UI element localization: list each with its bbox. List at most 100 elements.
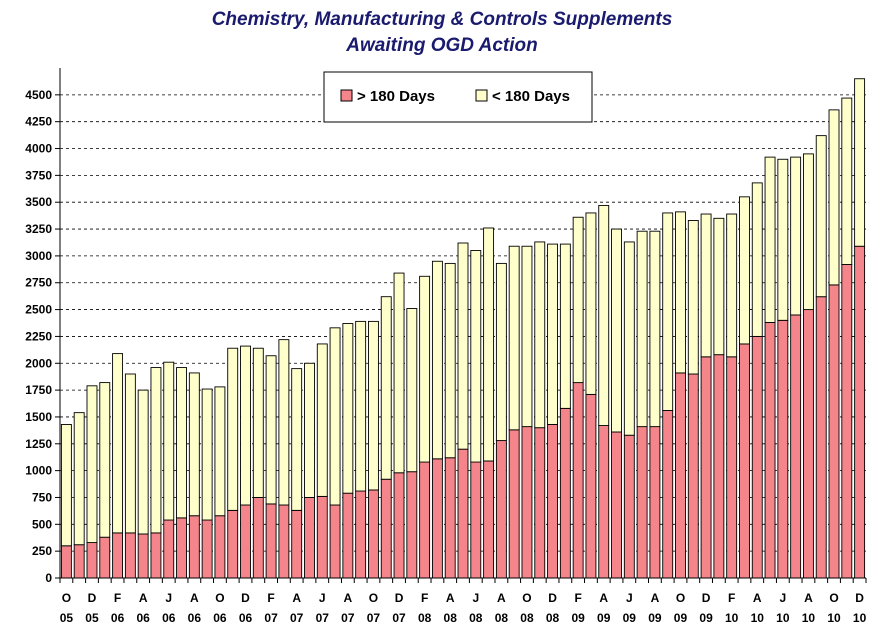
x-tick-month: D [241,591,250,605]
bar-over-180-days [124,532,136,579]
bar-over-180-days [470,461,482,579]
bar-under-180-days [739,196,750,345]
bar-over-180-days [802,309,814,579]
bar-under-180-days [815,135,827,298]
bar-over-180-days [495,440,507,579]
x-tick-month: J [779,591,786,605]
y-tick-label: 2750 [25,276,52,290]
bar-under-180-days [675,211,686,374]
bar-under-180-days [214,386,226,517]
bar-over-180-days [790,314,802,579]
bar-over-180-days [585,393,597,579]
bar-under-180-days [802,153,814,311]
x-tick-year: 09 [597,611,611,625]
bar-under-180-days [316,343,328,497]
y-tick-label: 4250 [25,115,52,129]
x-tick-month: A [190,591,199,605]
bar-over-180-days [380,478,392,579]
x-tick-year: 10 [802,611,816,625]
x-tick-month: A [139,591,148,605]
bar-under-180-days [444,262,456,459]
y-tick-label: 3250 [25,222,52,236]
y-tick-label: 0 [45,571,52,585]
x-tick-month: A [651,591,660,605]
bar-under-180-days [60,424,72,547]
legend-swatch-over-180 [340,89,353,102]
x-tick-year: 08 [469,611,483,625]
bar-under-180-days [419,275,431,463]
bar-under-180-days [790,156,802,316]
bar-under-180-days [304,362,315,498]
x-tick-year: 07 [316,611,330,625]
bar-over-180-days [431,458,443,579]
bar-over-180-days [99,536,111,579]
bar-under-180-days [457,242,469,450]
x-tick-year: 07 [290,611,304,625]
bar-under-180-days [431,260,443,460]
y-tick-label: 3000 [25,249,52,263]
legend-label-under-180: < 180 Days [492,88,570,105]
y-tick-label: 4500 [25,88,52,102]
bar-under-180-days [777,158,789,321]
bar-over-180-days [662,410,674,579]
legend: > 180 Days < 180 Days [323,71,593,123]
x-tick-year: 09 [623,611,637,625]
x-tick-year: 06 [162,611,176,625]
y-tick-label: 1750 [25,383,52,397]
bar-over-180-days [841,264,853,579]
x-tick-month: A [599,591,608,605]
y-tick-label: 1000 [25,464,52,478]
x-tick-month: F [114,591,121,605]
x-tick-month: J [472,591,479,605]
bar-under-180-days [636,230,648,428]
bar-under-180-days [547,243,558,425]
x-tick-month: D [855,591,864,605]
x-tick-month: F [421,591,428,605]
bar-over-180-days [419,461,431,579]
bar-under-180-days [726,213,738,358]
x-tick-year: 06 [111,611,125,625]
x-tick-month: A [804,591,813,605]
bar-over-180-days [163,519,175,579]
x-tick-year: 08 [495,611,509,625]
x-tick-year: 10 [776,611,790,625]
bar-under-180-days [764,156,776,323]
x-tick-month: A [344,591,353,605]
x-tick-year: 07 [264,611,278,625]
bar-under-180-days [99,382,111,538]
bar-under-180-days [124,373,136,534]
bar-under-180-days [355,320,367,492]
bar-under-180-days [368,320,379,491]
bar-over-180-days [547,424,558,579]
x-tick-month: F [574,591,581,605]
bar-under-180-days [483,227,495,462]
bar-over-180-days [342,492,354,579]
bar-under-180-days [598,204,610,426]
x-tick-month: F [728,591,735,605]
x-tick-year: 10 [827,611,841,625]
x-tick-year: 06 [188,611,202,625]
bar-over-180-days [611,431,622,579]
bar-under-180-days [252,347,264,498]
x-tick-month: F [267,591,274,605]
x-tick-month: J [165,591,172,605]
bar-over-180-days [137,533,149,579]
bar-over-180-days [815,296,827,579]
bar-over-180-days [150,532,162,579]
bar-over-180-days [73,544,85,579]
y-tick-label: 2500 [25,303,52,317]
bar-over-180-days [521,426,533,579]
x-tick-year: 07 [341,611,355,625]
bar-under-180-days [163,361,175,521]
x-tick-month: J [319,591,326,605]
x-tick-year: 07 [392,611,406,625]
bar-under-180-days [342,323,354,494]
bar-over-180-days [700,356,712,579]
x-tick-month: D [88,591,97,605]
bar-under-180-days [380,296,392,480]
bar-under-180-days [406,308,418,473]
x-tick-year: 08 [546,611,560,625]
y-tick-label: 750 [32,490,52,504]
bar-over-180-days [240,504,251,579]
